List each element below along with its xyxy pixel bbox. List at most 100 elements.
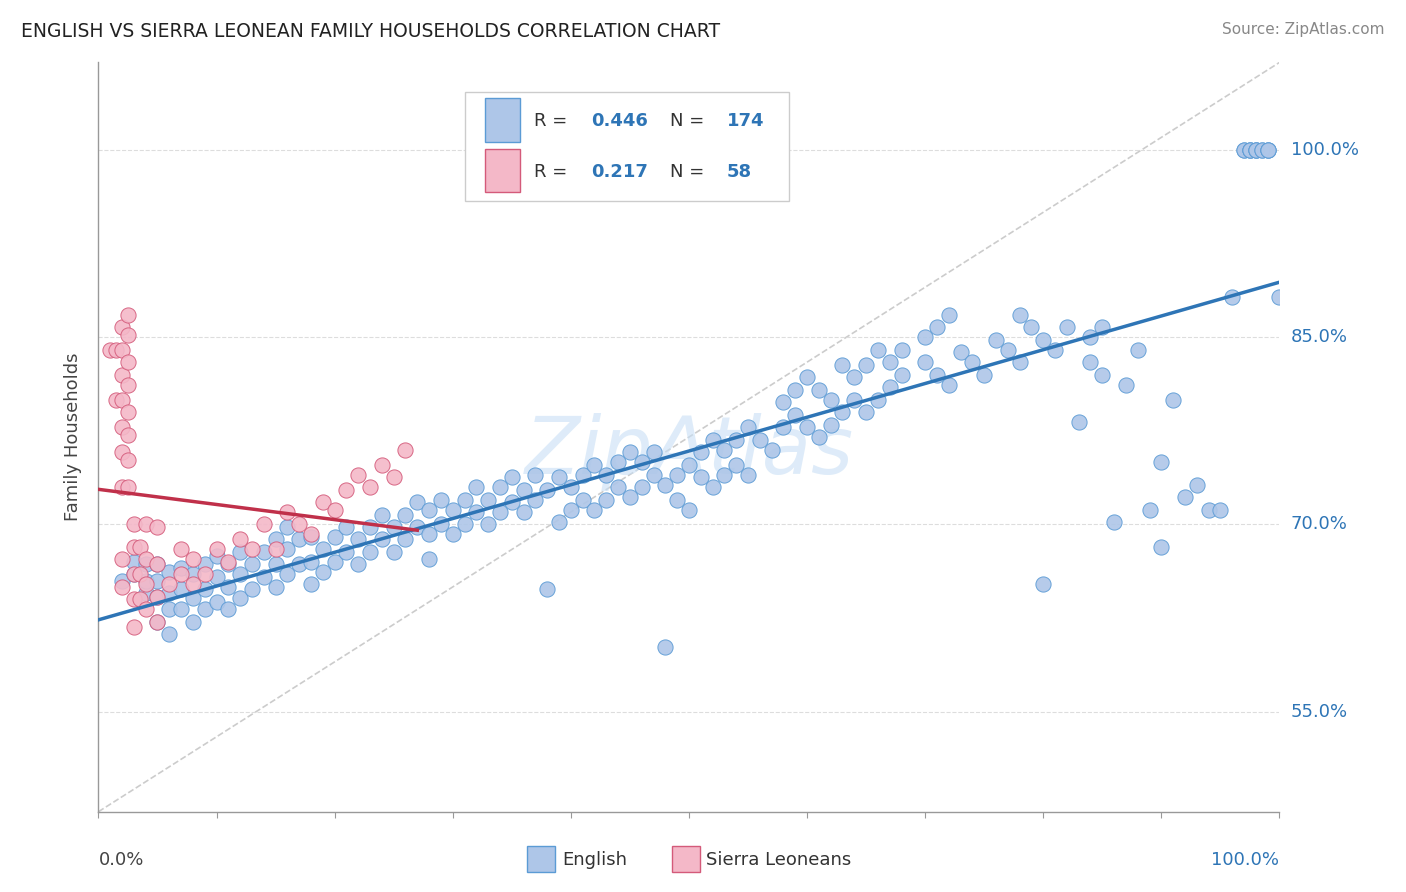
- Point: [288, 517, 311, 532]
- Point: [938, 377, 960, 392]
- Point: [962, 355, 984, 369]
- Point: [323, 530, 346, 544]
- Point: [938, 308, 960, 322]
- Point: [146, 520, 169, 534]
- Point: [170, 542, 193, 557]
- Point: [619, 490, 641, 504]
- Point: [925, 320, 948, 334]
- Point: [1080, 355, 1102, 369]
- Point: [1239, 143, 1261, 157]
- Point: [117, 327, 139, 342]
- Text: 85.0%: 85.0%: [1291, 328, 1347, 346]
- Point: [1102, 515, 1125, 529]
- Point: [418, 527, 440, 541]
- Text: ENGLISH VS SIERRA LEONEAN FAMILY HOUSEHOLDS CORRELATION CHART: ENGLISH VS SIERRA LEONEAN FAMILY HOUSEHO…: [21, 22, 720, 41]
- Point: [571, 492, 593, 507]
- Point: [122, 567, 145, 582]
- Point: [217, 580, 239, 594]
- Text: 100.0%: 100.0%: [1291, 141, 1358, 159]
- Point: [146, 615, 169, 629]
- Point: [371, 508, 394, 522]
- Point: [117, 308, 139, 322]
- Point: [571, 467, 593, 482]
- Point: [117, 427, 139, 442]
- Point: [465, 480, 488, 494]
- Point: [194, 558, 217, 572]
- Point: [418, 552, 440, 566]
- Point: [560, 502, 582, 516]
- Point: [643, 467, 665, 482]
- Point: [441, 502, 464, 516]
- Point: [359, 520, 381, 534]
- Point: [146, 574, 169, 588]
- Point: [890, 368, 912, 382]
- Point: [820, 417, 842, 432]
- Point: [1032, 577, 1054, 591]
- Point: [122, 540, 145, 554]
- Point: [323, 502, 346, 516]
- Text: R =: R =: [534, 112, 574, 130]
- Point: [111, 580, 134, 594]
- Point: [157, 627, 180, 641]
- Text: 100.0%: 100.0%: [1212, 851, 1279, 869]
- Point: [772, 395, 794, 409]
- Point: [430, 492, 453, 507]
- Point: [394, 508, 416, 522]
- Text: Sierra Leoneans: Sierra Leoneans: [706, 851, 851, 869]
- Text: 174: 174: [727, 112, 765, 130]
- Point: [654, 640, 676, 654]
- Point: [288, 558, 311, 572]
- Point: [323, 555, 346, 569]
- Point: [772, 420, 794, 434]
- Point: [111, 445, 134, 459]
- Point: [205, 595, 228, 609]
- Point: [117, 355, 139, 369]
- Point: [1126, 343, 1149, 357]
- Point: [181, 615, 204, 629]
- Point: [335, 545, 357, 559]
- Point: [997, 343, 1019, 357]
- Point: [807, 383, 830, 397]
- Point: [607, 480, 630, 494]
- Point: [382, 545, 405, 559]
- Point: [347, 533, 370, 547]
- Point: [299, 577, 322, 591]
- Point: [122, 620, 145, 634]
- Point: [512, 505, 534, 519]
- Point: [548, 470, 571, 484]
- Point: [807, 430, 830, 444]
- Point: [1257, 143, 1279, 157]
- Point: [359, 545, 381, 559]
- Point: [1043, 343, 1066, 357]
- Point: [1021, 320, 1043, 334]
- Point: [1056, 320, 1078, 334]
- Point: [607, 455, 630, 469]
- Point: [949, 345, 972, 359]
- Point: [737, 467, 759, 482]
- Point: [725, 433, 748, 447]
- Point: [181, 567, 204, 582]
- Point: [737, 420, 759, 434]
- Point: [117, 377, 139, 392]
- Text: 0.446: 0.446: [591, 112, 648, 130]
- Point: [157, 586, 180, 600]
- Point: [394, 533, 416, 547]
- Point: [725, 458, 748, 472]
- Point: [713, 467, 735, 482]
- Point: [122, 592, 145, 607]
- Point: [1008, 308, 1031, 322]
- Point: [984, 333, 1007, 347]
- Point: [844, 392, 866, 407]
- Point: [678, 458, 700, 472]
- Text: N =: N =: [671, 162, 710, 180]
- Point: [1091, 320, 1114, 334]
- Point: [489, 480, 512, 494]
- Point: [406, 495, 429, 509]
- Point: [205, 570, 228, 584]
- Point: [1233, 143, 1256, 157]
- Point: [146, 590, 169, 604]
- Point: [855, 405, 877, 419]
- Point: [117, 405, 139, 419]
- Point: [785, 408, 807, 422]
- FancyBboxPatch shape: [485, 149, 520, 192]
